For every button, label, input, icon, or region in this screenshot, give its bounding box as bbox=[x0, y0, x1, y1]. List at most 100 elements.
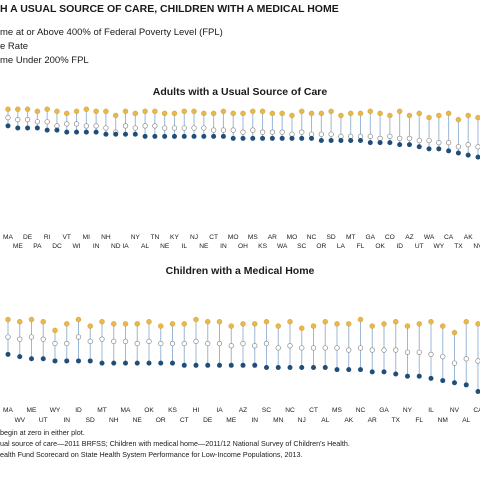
average-dot bbox=[15, 117, 21, 123]
low-income-dot bbox=[338, 138, 344, 143]
state-tick-label: WA bbox=[277, 243, 288, 250]
high-income-dot bbox=[322, 319, 328, 325]
low-income-dot bbox=[250, 135, 256, 141]
average-dot bbox=[436, 139, 442, 146]
high-income-dot bbox=[17, 319, 23, 325]
high-income-dot bbox=[269, 110, 276, 117]
high-income-dot bbox=[289, 112, 295, 119]
low-income-dot bbox=[465, 152, 471, 158]
average-dot bbox=[17, 336, 23, 342]
high-income-dot bbox=[75, 316, 82, 323]
state-tick-label: NJ bbox=[298, 417, 306, 424]
average-dot bbox=[465, 142, 471, 148]
average-dot bbox=[122, 338, 129, 344]
chart-title: H A USUAL SOURCE OF CARE, CHILDREN WITH … bbox=[0, 3, 339, 15]
average-dot bbox=[34, 119, 41, 125]
average-dot bbox=[5, 334, 11, 340]
low-income-dot bbox=[134, 360, 140, 366]
high-income-dot bbox=[161, 110, 168, 117]
high-income-dot bbox=[279, 110, 285, 117]
low-income-dot bbox=[64, 358, 70, 364]
low-income-dot bbox=[309, 135, 315, 141]
average-dot bbox=[54, 123, 60, 129]
high-income-dot bbox=[24, 106, 31, 112]
high-income-dot bbox=[205, 319, 211, 325]
low-income-dot bbox=[76, 358, 81, 364]
state-tick-label: CO bbox=[385, 234, 395, 241]
state-tick-label: WV bbox=[14, 417, 25, 424]
high-income-dot bbox=[44, 106, 50, 112]
high-income-dot bbox=[252, 321, 258, 327]
high-income-dot bbox=[416, 110, 422, 117]
high-income-dot bbox=[404, 323, 411, 329]
state-tick-label: MT bbox=[346, 234, 356, 241]
state-tick-label: IA bbox=[122, 243, 129, 250]
state-tick-label: FL bbox=[357, 243, 365, 250]
low-income-dot bbox=[358, 367, 363, 373]
state-tick-label: AL bbox=[462, 417, 470, 424]
low-income-dot bbox=[25, 125, 31, 131]
average-dot bbox=[73, 121, 80, 127]
average-dot bbox=[240, 129, 246, 135]
high-income-dot bbox=[463, 319, 469, 325]
average-dot bbox=[201, 125, 207, 131]
high-income-dot bbox=[134, 321, 140, 327]
low-income-dot bbox=[287, 364, 293, 370]
state-tick-label: NY bbox=[131, 234, 141, 241]
low-income-dot bbox=[64, 129, 70, 135]
low-income-dot bbox=[44, 127, 50, 133]
state-tick-label: TX bbox=[454, 243, 463, 250]
legend-item-high-income: me at or Above 400% of Federal Poverty L… bbox=[0, 27, 223, 38]
state-tick-label: AR bbox=[368, 417, 377, 424]
state-tick-label: RI bbox=[44, 234, 51, 241]
legend: me at or Above 400% of Federal Poverty L… bbox=[0, 26, 223, 68]
average-dot bbox=[193, 338, 199, 344]
average-dot bbox=[87, 338, 93, 344]
state-tick-label: AZ bbox=[239, 407, 247, 414]
low-income-dot bbox=[269, 135, 275, 141]
low-income-dot bbox=[275, 364, 281, 370]
low-income-dot bbox=[29, 356, 34, 362]
high-income-dot bbox=[113, 112, 119, 119]
low-income-dot bbox=[74, 129, 80, 135]
state-tick-label: SD bbox=[86, 417, 95, 424]
high-income-dot bbox=[387, 112, 393, 119]
low-income-dot bbox=[5, 123, 11, 129]
high-income-dot bbox=[318, 110, 325, 117]
average-dot bbox=[171, 125, 178, 131]
low-income-dot bbox=[381, 369, 387, 375]
average-dot bbox=[377, 135, 383, 142]
low-income-dot bbox=[252, 362, 258, 368]
high-income-dot bbox=[275, 323, 281, 329]
high-income-dot bbox=[5, 106, 11, 112]
high-income-dot bbox=[406, 112, 413, 119]
average-dot bbox=[240, 340, 246, 347]
high-income-dot bbox=[346, 321, 352, 327]
average-dot bbox=[308, 131, 315, 137]
high-income-dot bbox=[171, 110, 178, 117]
average-dot bbox=[426, 137, 432, 144]
average-dot bbox=[406, 135, 413, 142]
high-income-dot bbox=[328, 108, 334, 115]
state-tick-label: MO bbox=[228, 234, 239, 241]
low-income-dot bbox=[15, 125, 21, 131]
high-income-dot bbox=[334, 321, 340, 327]
high-income-dot bbox=[455, 116, 462, 123]
state-tick-label: OK bbox=[375, 243, 385, 250]
low-income-dot bbox=[103, 131, 109, 137]
low-income-dot bbox=[328, 138, 334, 143]
high-income-dot bbox=[369, 323, 375, 329]
low-income-dot bbox=[111, 360, 117, 366]
low-income-dot bbox=[393, 371, 399, 377]
state-tick-label: MA bbox=[3, 234, 13, 241]
state-tick-label: IN bbox=[220, 243, 227, 250]
high-income-dot bbox=[181, 108, 187, 115]
high-income-dot bbox=[122, 321, 129, 327]
high-income-dot bbox=[308, 110, 315, 117]
low-income-dot bbox=[264, 364, 269, 370]
state-tick-label: MO bbox=[287, 234, 298, 241]
average-dot bbox=[299, 345, 305, 351]
low-income-dot bbox=[181, 133, 187, 139]
state-tick-label: AL bbox=[141, 243, 149, 250]
